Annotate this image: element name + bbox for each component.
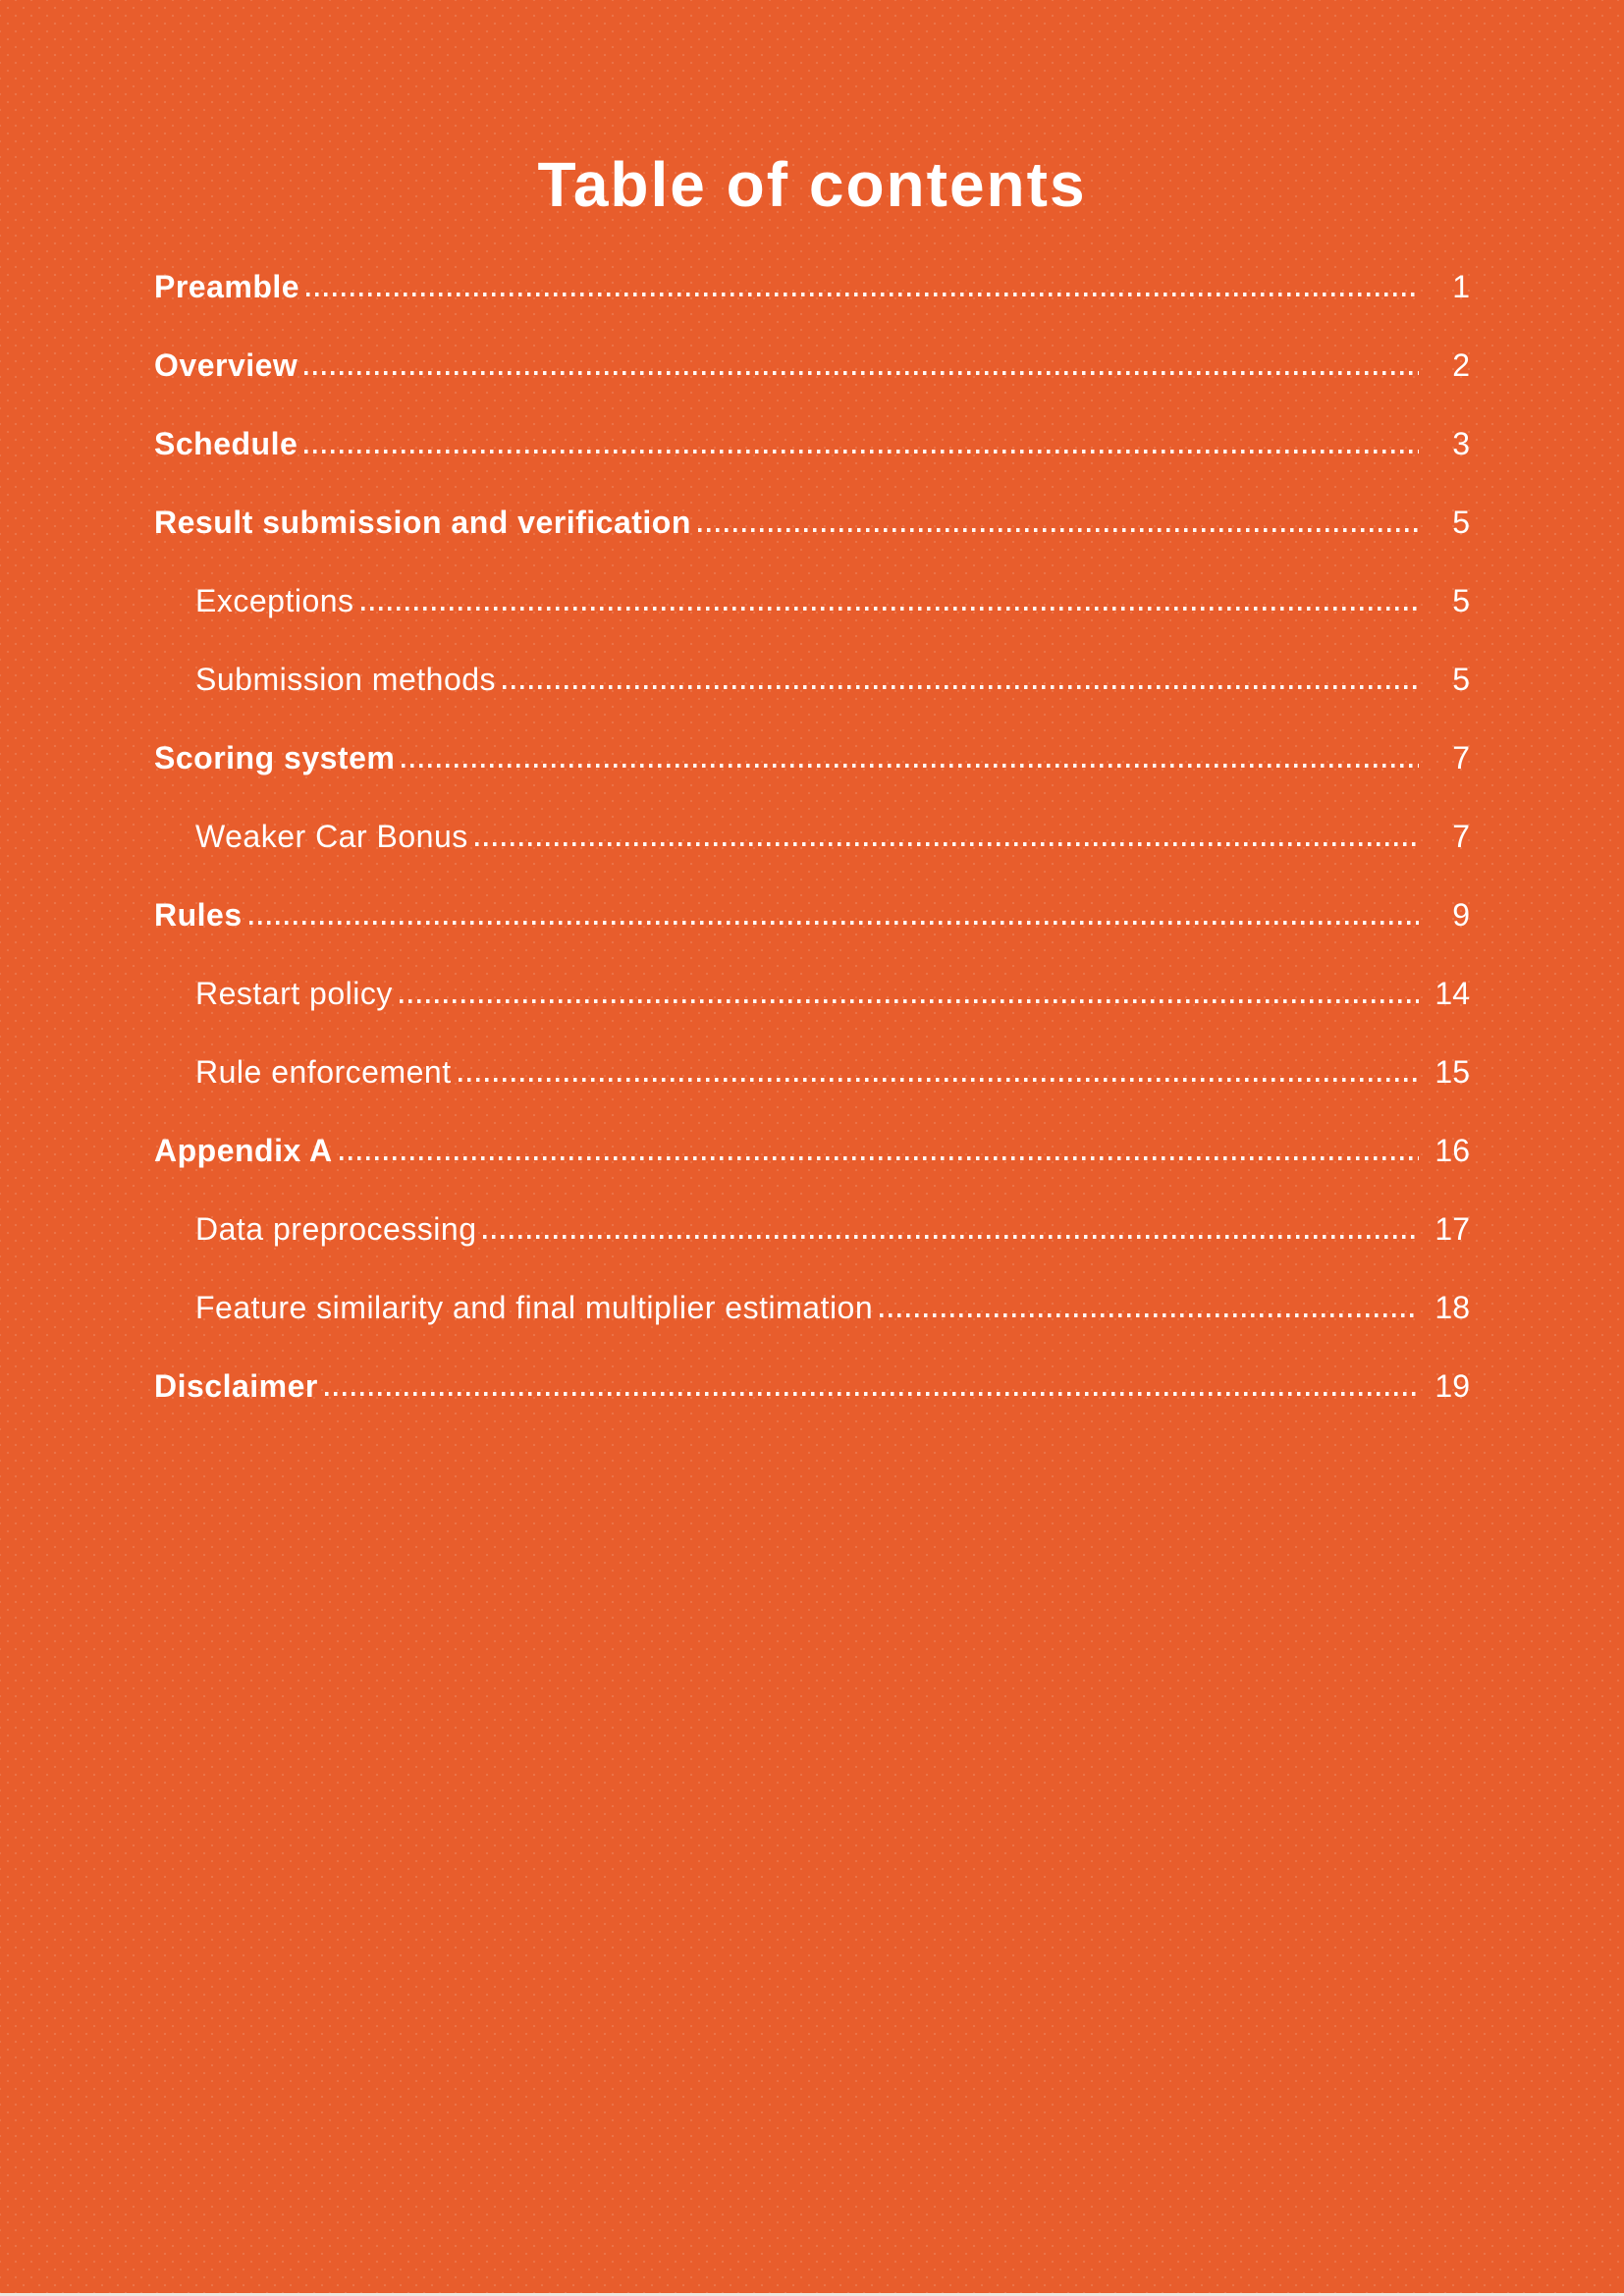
toc-entry-page-number: 2 [1452,347,1470,383]
toc-entry-label: Weaker Car Bonus [195,818,468,854]
toc-entry-label: Result submission and verification [154,504,691,540]
toc-entry[interactable]: Result submission and verification 5 [154,481,1470,560]
toc-entry-page-number: 5 [1452,582,1470,618]
dotted-leader [248,920,1419,925]
dotted-leader [399,998,1419,1003]
toc-entry-label: Submission methods [195,661,497,697]
toc-entry-label: Feature similarity and final multiplier … [195,1289,874,1325]
toc-entry-label: Disclaimer [154,1367,318,1404]
toc-entry[interactable]: Overview 2 [154,324,1470,402]
toc-entry-page-number: 1 [1452,268,1470,304]
dotted-leader [503,684,1419,689]
dotted-leader [474,841,1419,846]
dotted-leader [458,1077,1419,1082]
toc-entry-page-number: 3 [1452,425,1470,461]
toc-entry[interactable]: Appendix A 16 [154,1109,1470,1188]
toc-entry[interactable]: Scoring system 7 [154,717,1470,795]
toc-entry-page-number: 7 [1452,739,1470,775]
toc-entry-page-number: 9 [1452,896,1470,933]
toc-entry[interactable]: Disclaimer 19 [154,1345,1470,1423]
dotted-leader [402,763,1419,768]
toc-entry-page-number: 5 [1452,661,1470,697]
toc-entry[interactable]: Exceptions 5 [154,560,1470,638]
toc-entry-page-number: 19 [1435,1367,1470,1404]
toc-entry-label: Overview [154,347,298,383]
dotted-leader [360,606,1419,611]
toc-entry-page-number: 15 [1435,1053,1470,1090]
dotted-leader [339,1155,1419,1160]
toc-entry[interactable]: Rules 9 [154,874,1470,952]
toc-entry[interactable]: Schedule 3 [154,402,1470,481]
toc-entry-label: Schedule [154,425,298,461]
page-title: Table of contents [537,149,1087,220]
toc-entry[interactable]: Rule enforcement 15 [154,1031,1470,1109]
toc-entry-label: Rules [154,896,243,933]
dotted-leader [880,1312,1419,1317]
toc-entry-label: Restart policy [195,975,393,1011]
dotted-leader [306,292,1419,296]
toc-entry[interactable]: Weaker Car Bonus 7 [154,795,1470,874]
dotted-leader [697,527,1419,532]
dotted-leader [304,449,1419,454]
toc-entry-page-number: 16 [1435,1132,1470,1168]
toc-entry-label: Scoring system [154,739,396,775]
table-of-contents: Preamble 1 Overview 2 Schedule 3 Result submis… [0,245,1624,1423]
toc-entry[interactable]: Data preprocessing 17 [154,1188,1470,1266]
dotted-leader [483,1234,1419,1239]
page-bottom-edge [0,2293,1624,2296]
toc-entry[interactable]: Feature similarity and final multiplier … [154,1266,1470,1345]
toc-entry[interactable]: Restart policy 14 [154,952,1470,1031]
toc-entry-page-number: 14 [1435,975,1470,1011]
toc-entry-page-number: 7 [1452,818,1470,854]
dotted-leader [304,370,1419,375]
toc-entry-label: Exceptions [195,582,354,618]
toc-entry-label: Data preprocessing [195,1210,477,1247]
toc-entry-label: Rule enforcement [195,1053,452,1090]
toc-entry-label: Preamble [154,268,300,304]
toc-entry-label: Appendix A [154,1132,333,1168]
toc-entry-page-number: 5 [1452,504,1470,540]
toc-entry[interactable]: Submission methods 5 [154,638,1470,717]
toc-entry-page-number: 17 [1435,1210,1470,1247]
toc-entry[interactable]: Preamble 1 [154,245,1470,324]
toc-entry-page-number: 18 [1435,1289,1470,1325]
dotted-leader [324,1391,1419,1396]
